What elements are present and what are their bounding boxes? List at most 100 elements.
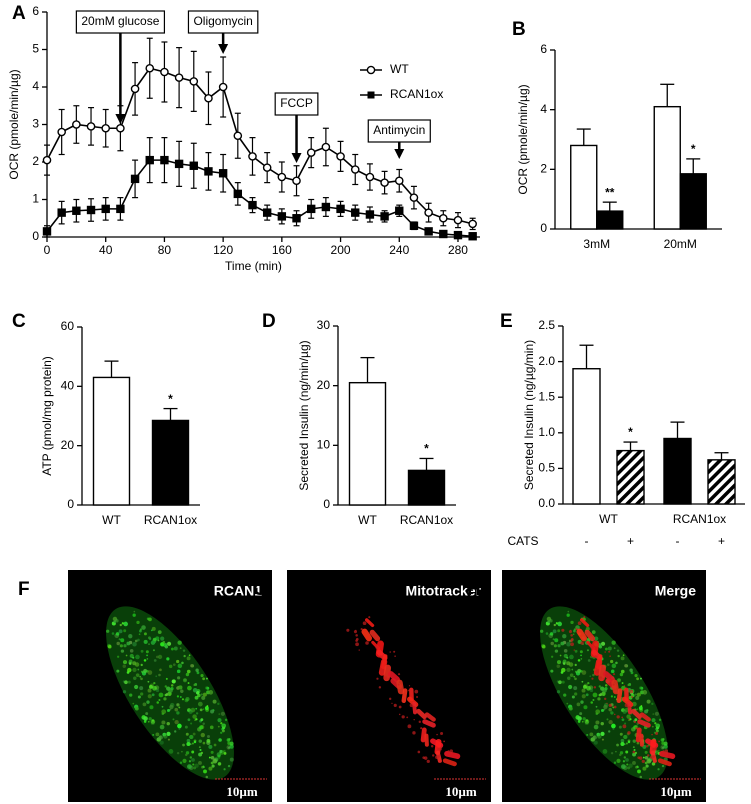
green-speckle (593, 724, 599, 730)
marker (101, 123, 111, 133)
red-speckle (613, 705, 617, 709)
green-speckle (620, 669, 625, 674)
x-tick-label: WT (358, 513, 377, 527)
green-speckle (145, 712, 149, 716)
x-tick-label: RCAN1ox (400, 513, 453, 527)
red-speckle (602, 678, 605, 680)
green-speckle (192, 714, 197, 719)
red-speckle (629, 689, 634, 694)
panel-letter: F (18, 579, 30, 600)
green-speckle (550, 641, 554, 646)
green-speckle (118, 638, 121, 641)
green-speckle (582, 717, 586, 721)
row-value: + (627, 534, 634, 548)
green-speckle (198, 739, 203, 743)
arrow-head (115, 114, 126, 124)
green-speckle (613, 696, 616, 698)
green-speckle (139, 675, 142, 678)
marker (145, 63, 155, 73)
green-speckle (212, 699, 217, 704)
green-speckle (186, 656, 191, 661)
green-speckle (146, 700, 150, 704)
green-speckle (207, 734, 211, 738)
green-speckle (186, 669, 191, 674)
green-speckle (133, 676, 137, 680)
green-speckle (177, 640, 182, 645)
y-axis-label: OCR (pmole/min/µg) (516, 84, 530, 194)
red-mito (635, 727, 642, 743)
marker (350, 165, 360, 174)
green-speckle (577, 670, 581, 673)
green-speckle (228, 738, 231, 741)
green-speckle (115, 619, 119, 623)
significance-label: * (691, 142, 696, 156)
green-speckle (139, 686, 144, 691)
green-speckle (591, 630, 596, 635)
green-speckle (132, 613, 136, 617)
marker (336, 152, 345, 161)
marker (468, 219, 477, 229)
green-speckle (134, 706, 139, 711)
green-speckle (581, 688, 586, 693)
red-speckle (637, 756, 640, 759)
red-speckle (608, 650, 611, 653)
green-speckle (172, 718, 175, 721)
green-speckle (191, 758, 195, 762)
annotation-label: 20mM glucose (81, 14, 159, 28)
red-speckle (664, 749, 669, 753)
green-speckle (162, 640, 166, 644)
red-speckle (355, 629, 357, 631)
red-speckle (643, 714, 647, 718)
red-speckle (570, 639, 573, 642)
red-speckle (627, 731, 631, 735)
green-speckle (229, 744, 234, 749)
green-speckle (617, 654, 620, 658)
green-speckle (652, 713, 655, 716)
green-speckle (190, 722, 193, 725)
green-speckle (168, 749, 174, 754)
green-speckle (120, 638, 125, 643)
y-tick-label: 0 (540, 221, 547, 235)
green-speckle (180, 689, 184, 693)
x-tick-label: 160 (272, 243, 292, 257)
green-speckle (612, 727, 615, 730)
green-speckle (161, 709, 167, 715)
green-speckle (644, 755, 649, 760)
arrow-head (218, 44, 229, 54)
green-speckle (165, 677, 168, 680)
red-mito (631, 708, 642, 720)
green-speckle (625, 750, 629, 754)
green-speckle (191, 750, 195, 754)
y-tick-label: 1.0 (538, 425, 555, 439)
red-speckle (622, 724, 627, 729)
green-speckle (206, 677, 208, 680)
green-speckle (164, 645, 169, 649)
green-speckle (143, 639, 148, 644)
red-speckle (591, 677, 594, 680)
red-speckle (437, 754, 440, 758)
green-speckle (122, 664, 127, 668)
red-speckle (447, 750, 450, 753)
green-speckle (118, 629, 123, 634)
green-speckle (157, 654, 163, 660)
green-speckle (146, 617, 150, 621)
y-tick-label: 0 (323, 497, 330, 511)
green-speckle (635, 765, 638, 769)
green-speckle (210, 709, 214, 714)
green-speckle (616, 743, 619, 747)
green-speckle (217, 725, 220, 728)
green-speckle (201, 765, 204, 769)
panel-letter: C (12, 311, 26, 332)
green-speckle (143, 659, 147, 662)
green-speckle (598, 643, 601, 646)
red-speckle (653, 747, 657, 751)
green-speckle (576, 702, 581, 707)
green-speckle (556, 690, 561, 694)
green-speckle (153, 681, 156, 685)
green-speckle (555, 622, 559, 625)
green-speckle (619, 751, 624, 755)
green-speckle (574, 649, 578, 653)
green-speckle (164, 685, 167, 688)
red-speckle (379, 655, 383, 659)
green-speckle (584, 719, 590, 724)
